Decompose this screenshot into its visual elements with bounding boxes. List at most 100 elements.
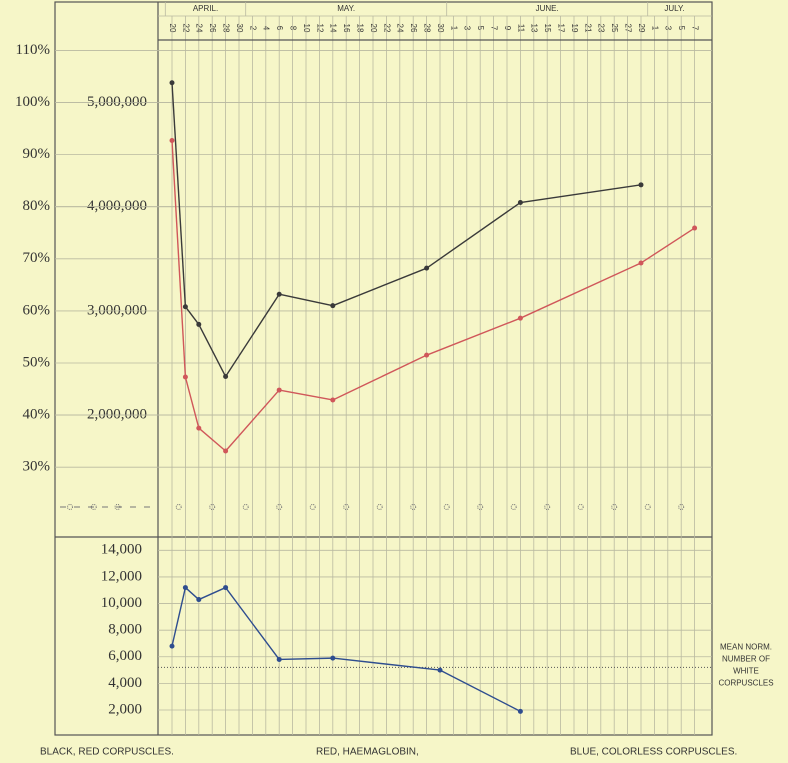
y-tick-label: 12,000	[101, 568, 142, 584]
y-tick-label: 110%	[16, 42, 50, 58]
data-point	[638, 260, 644, 266]
separator-star	[611, 504, 618, 510]
frame	[54, 1, 713, 736]
data-point	[638, 182, 644, 188]
series-segment	[640, 227, 695, 264]
data-point	[276, 387, 282, 393]
separator-star	[678, 504, 685, 510]
data-point	[276, 291, 282, 297]
x-group-label: APRIL.	[193, 4, 218, 13]
data-point	[517, 708, 523, 714]
data-point	[437, 667, 443, 673]
separator-star	[510, 504, 517, 510]
data-point	[330, 303, 336, 309]
legend-entry: RED, HAEMAGLOBIN,	[316, 747, 419, 758]
series-segment	[171, 82, 187, 307]
y-tick-label: 2,000	[108, 701, 142, 717]
separator-star	[477, 504, 484, 510]
series-segment	[279, 389, 333, 401]
y-tick-label: 4,000	[108, 675, 142, 691]
data-point	[330, 397, 336, 403]
data-point	[517, 315, 523, 321]
separator-star	[309, 504, 316, 510]
data-point	[424, 352, 430, 358]
data-point	[196, 321, 202, 327]
y-tick-label: 30%	[23, 459, 51, 475]
series-segment	[279, 657, 333, 661]
y2-tick-label: 3,000,000	[87, 302, 147, 318]
y-tick-label: 60%	[23, 302, 51, 318]
data-point	[330, 655, 336, 661]
series-segment	[439, 669, 521, 712]
data-point	[196, 597, 202, 603]
y-tick-label: 70%	[23, 250, 51, 266]
separator-star	[443, 504, 450, 510]
y-tick-label: 10,000	[101, 595, 142, 611]
legend-entry: BLUE, COLORLESS CORPUSCLES.	[570, 747, 737, 758]
y-tick-label: 80%	[23, 198, 51, 214]
separator-star	[376, 504, 383, 510]
separator-star	[577, 504, 584, 510]
data-point	[517, 200, 523, 206]
data-point	[196, 425, 202, 431]
series-segment	[426, 201, 521, 269]
series-segment	[184, 376, 200, 429]
y-tick-label: 100%	[15, 94, 50, 110]
reference-label: WHITE	[733, 667, 759, 676]
y-tick-label: 8,000	[108, 622, 142, 638]
series-segment	[198, 324, 227, 377]
data-point	[276, 656, 282, 662]
x-group-label: JULY.	[664, 4, 684, 13]
y-tick-label: 14,000	[101, 542, 142, 558]
data-point	[182, 374, 188, 380]
y2-tick-label: 2,000,000	[87, 407, 147, 423]
x-group-label: JUNE.	[536, 4, 559, 13]
separator-star	[175, 504, 182, 510]
separator-star	[276, 504, 283, 510]
data-point	[169, 138, 175, 144]
separator-star	[343, 504, 350, 510]
data-point	[692, 225, 698, 231]
series-segment	[198, 586, 226, 601]
series-segment	[520, 184, 642, 204]
data-point	[223, 448, 229, 454]
separator-star	[410, 504, 417, 510]
series-segment	[184, 306, 200, 325]
y-tick-label: 40%	[23, 407, 51, 423]
y2-tick-label: 5,000,000	[87, 94, 147, 110]
series-segment	[426, 317, 521, 356]
series-segment	[198, 427, 227, 452]
separator-star	[644, 504, 651, 510]
reference-label: MEAN NORM.	[720, 643, 772, 652]
series-segment	[184, 587, 200, 601]
reference-label: NUMBER OF	[722, 655, 770, 664]
data-point	[223, 374, 229, 380]
data-point	[424, 265, 430, 271]
legend-entry: BLACK, RED CORPUSCLES.	[40, 747, 174, 758]
data-point	[169, 643, 175, 649]
data-point	[182, 585, 188, 591]
reference-label: CORPUSCLES	[718, 679, 773, 688]
data-point	[169, 80, 175, 86]
separator-star	[544, 504, 551, 510]
separator-star	[209, 504, 216, 510]
x-group-label: MAY.	[337, 4, 355, 13]
data-point	[223, 585, 229, 591]
series-segment	[279, 293, 333, 307]
series-segment	[520, 262, 642, 319]
series-segment	[225, 587, 280, 660]
y2-tick-label: 4,000,000	[87, 198, 147, 214]
y-tick-label: 50%	[23, 354, 51, 370]
series-segment	[225, 389, 280, 452]
series-segment	[225, 293, 280, 377]
y-tick-label: 6,000	[108, 648, 142, 664]
data-point	[182, 304, 188, 310]
series-segment	[171, 587, 187, 647]
separator-star	[67, 504, 73, 510]
series-segment	[171, 140, 187, 378]
series-segment	[332, 267, 427, 307]
separator-star	[90, 504, 97, 510]
series-segment	[332, 657, 441, 671]
separator-star	[242, 504, 249, 510]
